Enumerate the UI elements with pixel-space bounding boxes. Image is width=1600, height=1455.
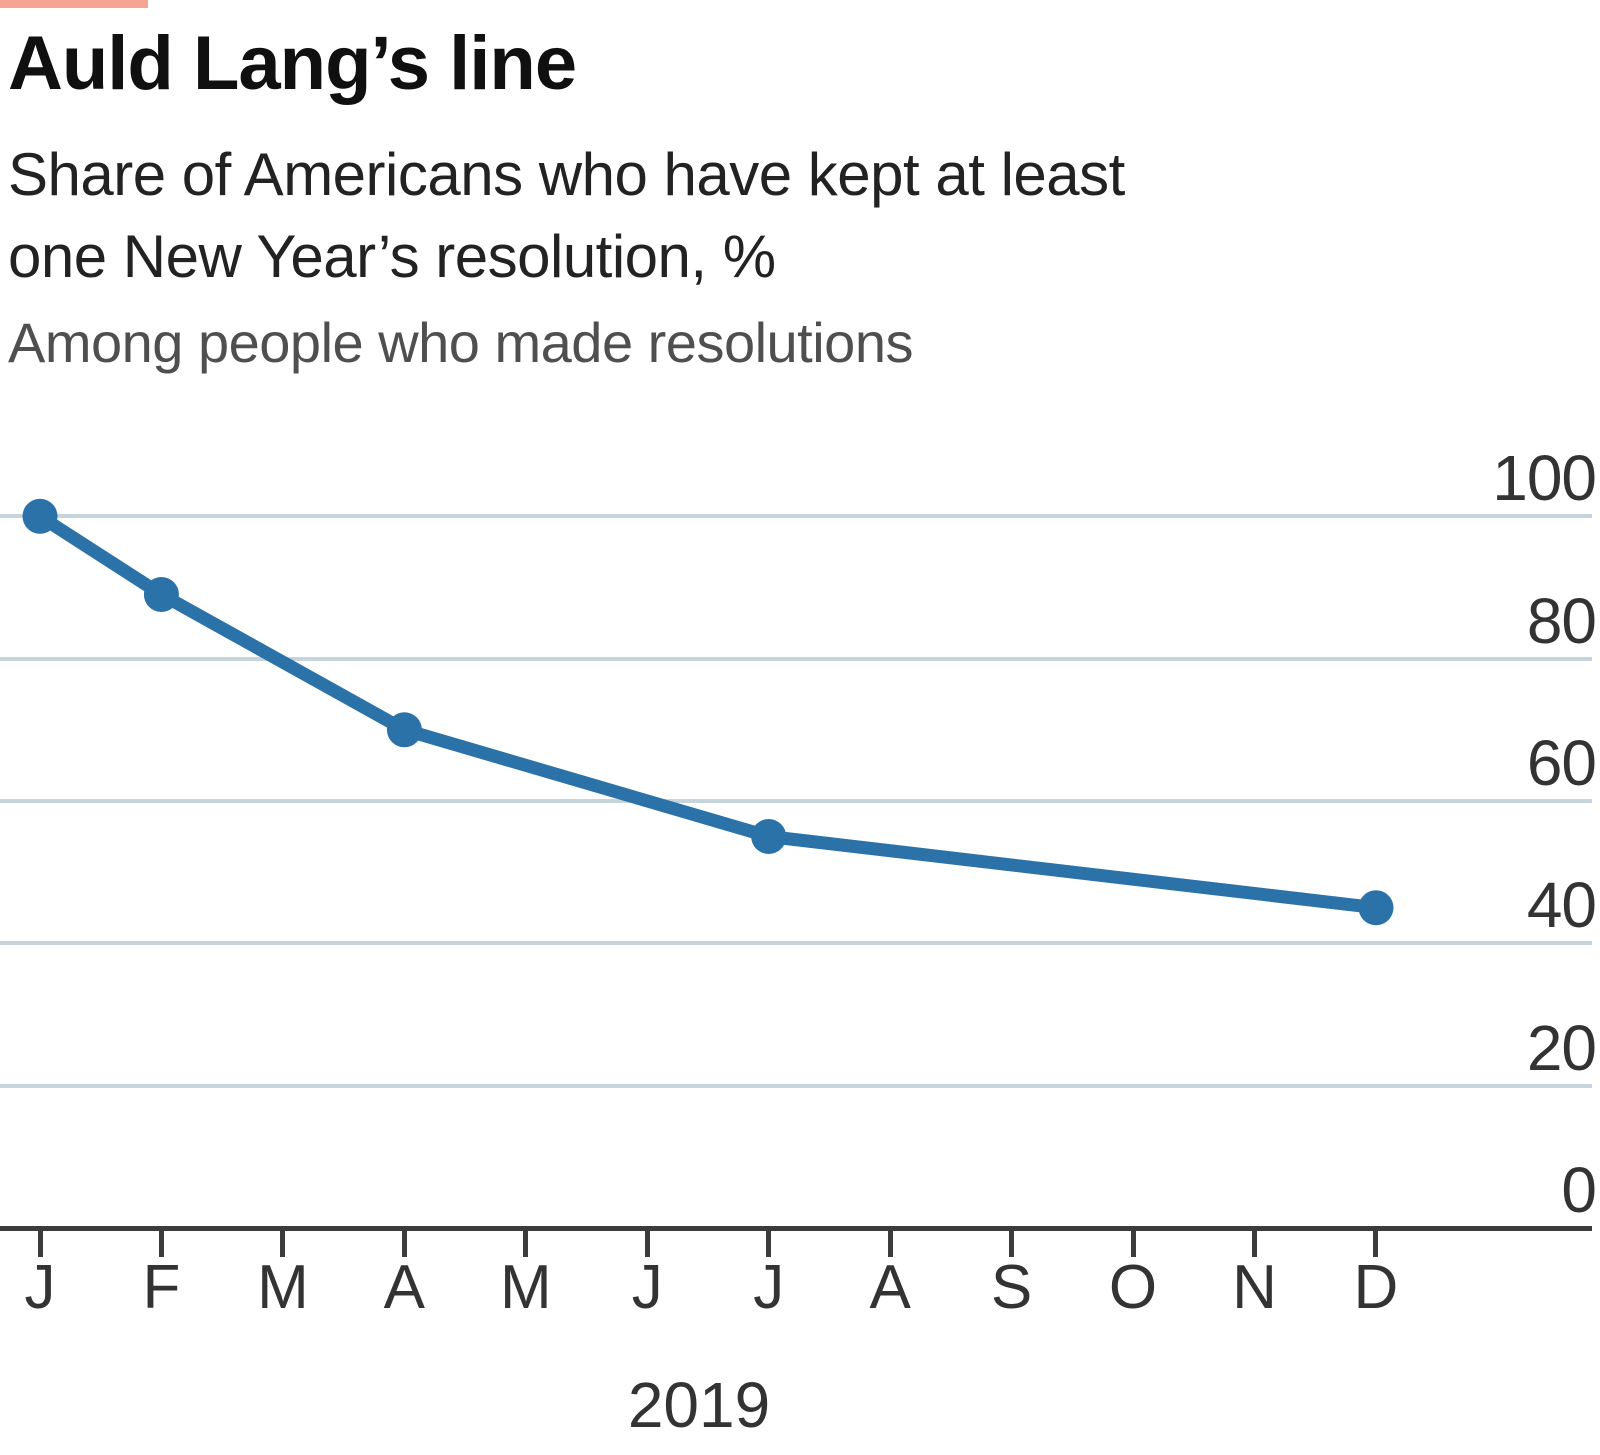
x-axis-tick-9 (1130, 1231, 1136, 1257)
gridline-80 (0, 656, 1592, 661)
data-point-february (143, 577, 179, 612)
x-axis-tick-6 (766, 1231, 772, 1257)
x-axis-label-month-5: J (631, 1253, 663, 1322)
x-axis-label-month-11: D (1353, 1253, 1399, 1322)
x-axis-tick-0 (37, 1231, 43, 1257)
x-axis-tick-5 (644, 1231, 650, 1257)
x-axis-tick-4 (523, 1231, 529, 1257)
x-axis-label-month-4: M (499, 1253, 552, 1322)
x-axis-tick-11 (1373, 1231, 1379, 1257)
y-axis-label-60: 60 (1526, 726, 1597, 799)
x-axis-label-month-0: J (24, 1253, 56, 1322)
chart-title: Auld Lang’s line (8, 21, 577, 106)
x-axis-label-month-2: M (257, 1253, 309, 1322)
x-axis-year-label: 2019 (627, 1369, 771, 1441)
accent-tab (0, 0, 148, 8)
y-axis-label-100: 100 (1492, 442, 1597, 515)
chart-note: Among people who made resolutions (8, 311, 913, 374)
x-axis-label-month-10: N (1232, 1253, 1277, 1322)
x-axis-tick-7 (887, 1231, 893, 1257)
series-line (33, 509, 1383, 915)
gridline-20 (0, 1083, 1592, 1088)
y-axis-label-0: 0 (1561, 1154, 1597, 1226)
x-axis-label-month-6: J (753, 1253, 785, 1322)
x-axis-tick-3 (401, 1231, 407, 1257)
y-axis-label-20: 20 (1526, 1011, 1597, 1084)
chart-subtitle: Share of Americans who have kept at leas… (8, 134, 1125, 298)
x-axis-label-month-3: A (383, 1253, 426, 1322)
x-axis-label-month-1: F (142, 1253, 181, 1322)
x-axis-label-month-8: S (990, 1253, 1033, 1322)
x-axis-tick-8 (1009, 1231, 1015, 1257)
gridline-60 (0, 798, 1592, 803)
x-axis-tick-2 (280, 1231, 286, 1257)
chart-subtitle-line-1: Share of Americans who have kept at leas… (8, 141, 1125, 208)
data-point-july (751, 819, 787, 854)
data-point-december (1358, 890, 1394, 926)
x-axis-line (0, 1226, 1592, 1231)
gridline-40 (0, 941, 1592, 946)
data-point-april (386, 712, 422, 748)
y-axis-label-40: 40 (1526, 869, 1597, 942)
x-axis-label-month-7: A (869, 1253, 911, 1322)
x-axis-label-month-9: O (1108, 1253, 1158, 1322)
data-point-january (22, 498, 58, 534)
chart-subtitle-line-2: one New Year’s resolution, % (8, 223, 776, 290)
x-axis-tick-1 (158, 1231, 164, 1257)
gridline-100 (0, 514, 1592, 519)
y-axis-label-80: 80 (1526, 584, 1597, 657)
x-axis-tick-10 (1252, 1231, 1257, 1257)
